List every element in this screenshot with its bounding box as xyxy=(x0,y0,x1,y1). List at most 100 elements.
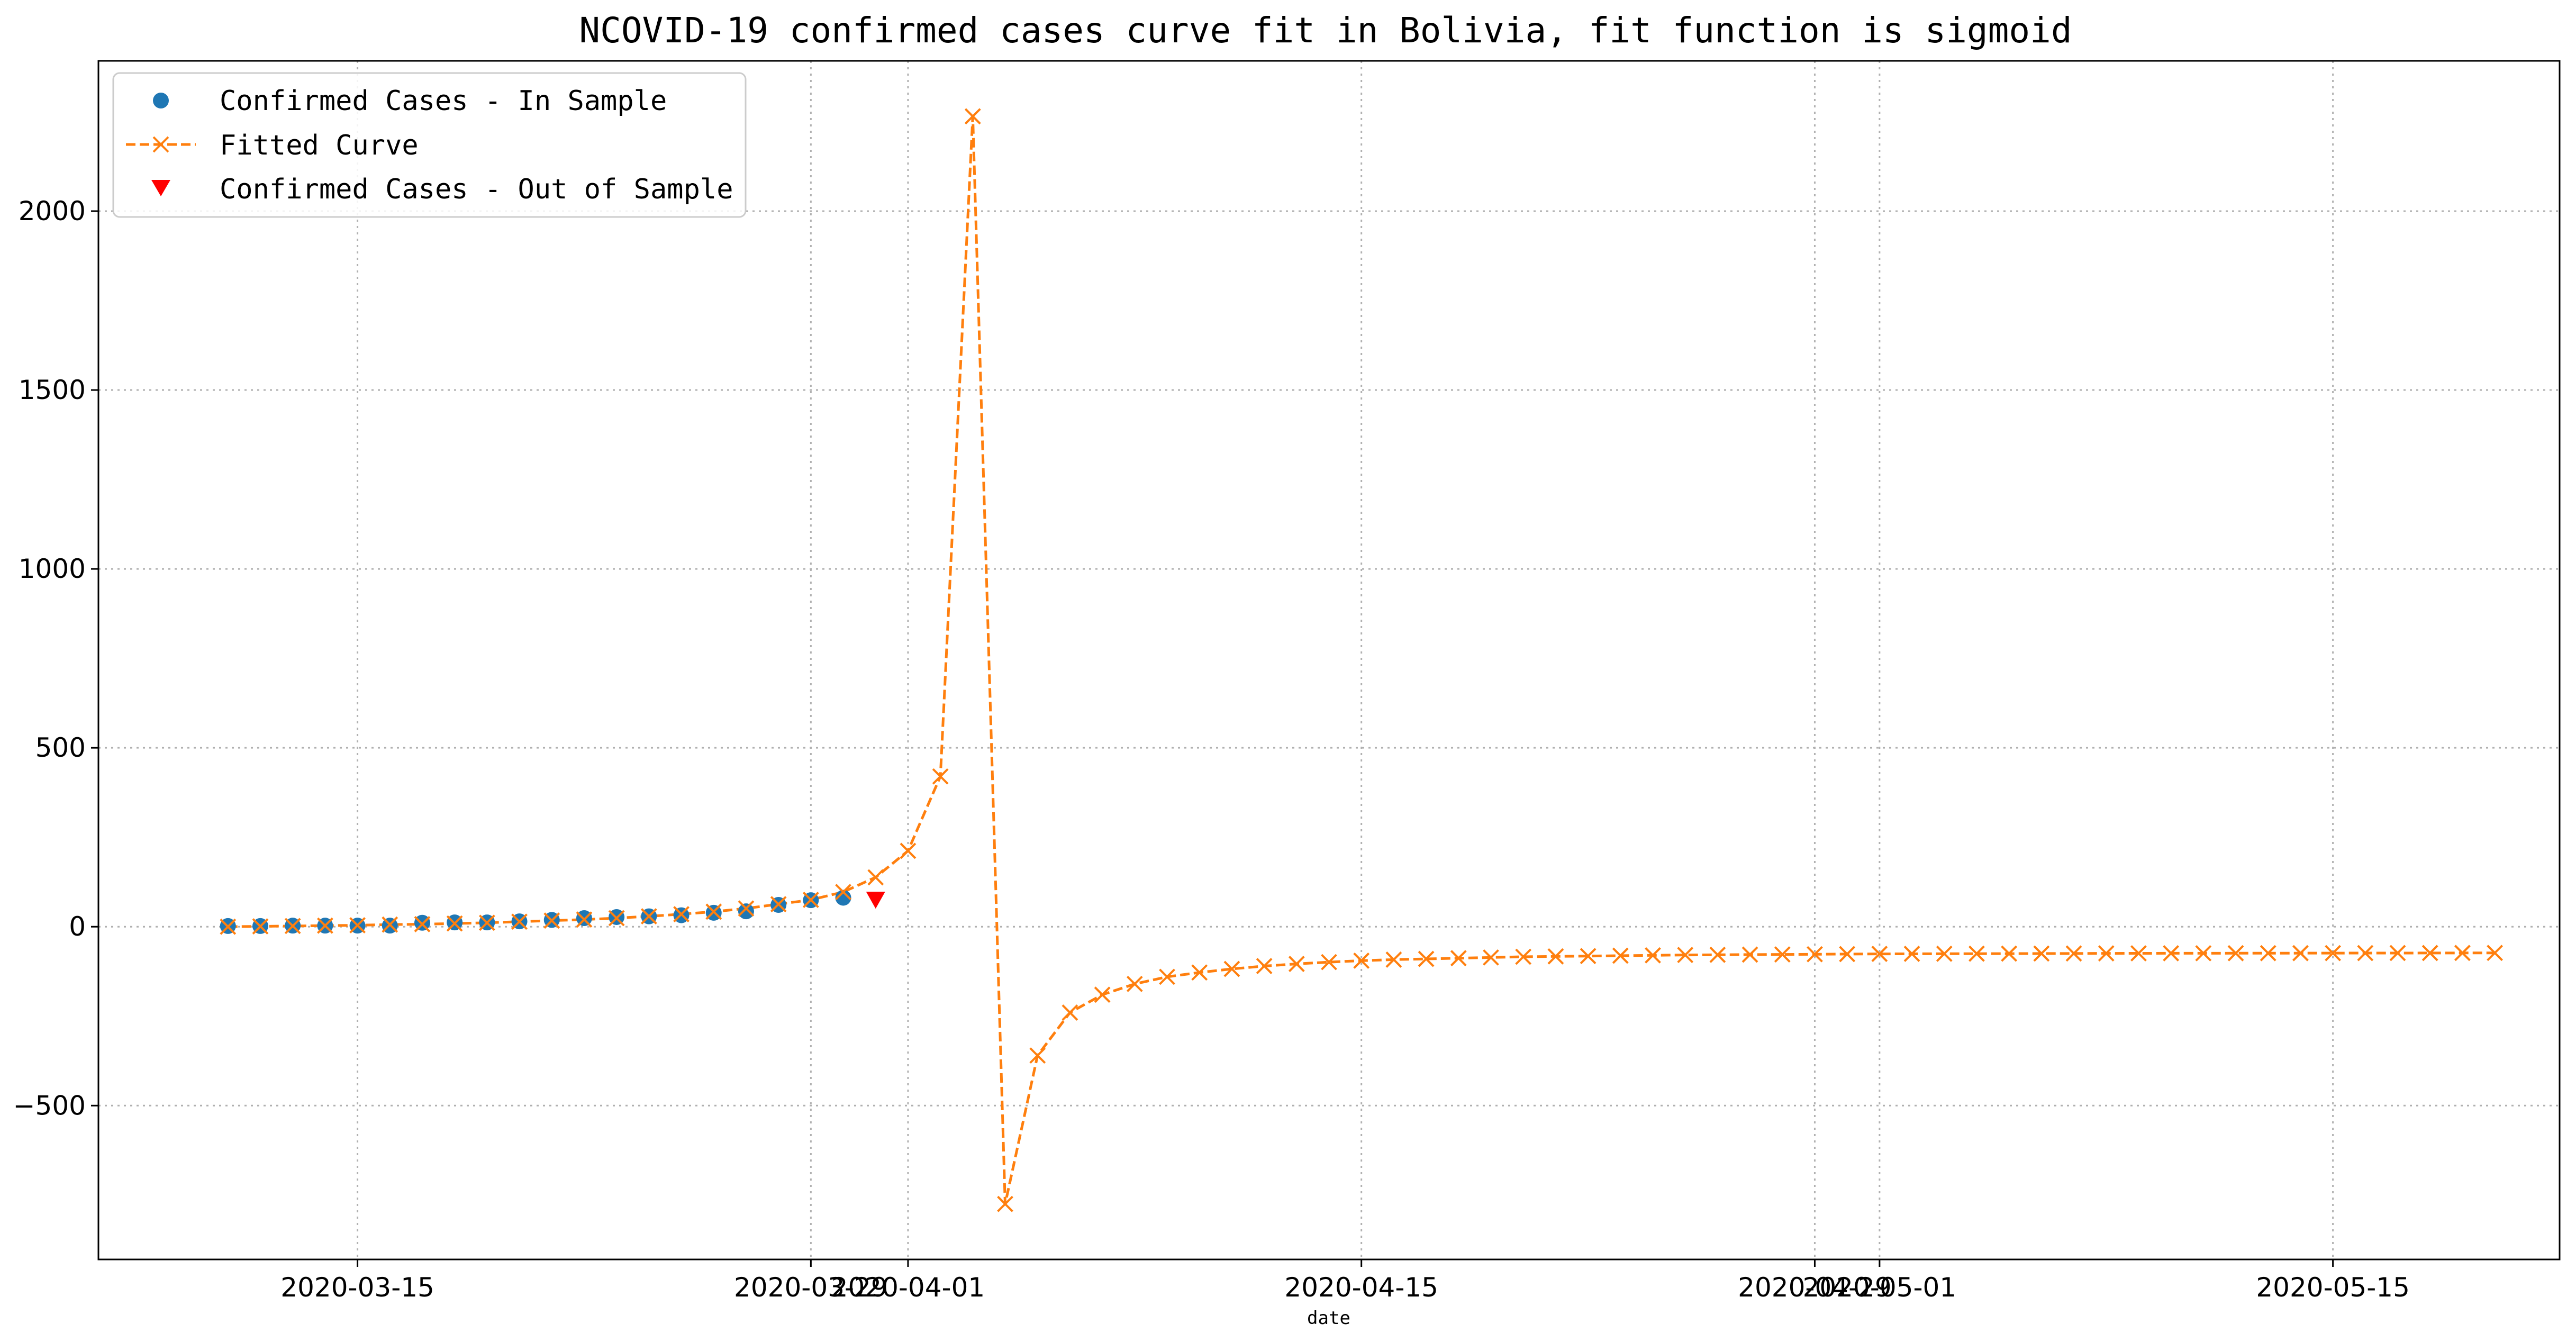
fitted-curve-marker xyxy=(1839,946,1856,963)
y-tick-label: 2000 xyxy=(19,196,86,226)
fitted-curve-marker xyxy=(1645,947,1661,964)
fitted-curve-marker xyxy=(2389,945,2406,962)
fitted-curve-marker xyxy=(2001,945,2018,962)
fitted-curve-marker xyxy=(2357,945,2374,962)
fitted-curve-marker xyxy=(1450,950,1467,967)
x-tick-label: 2020-05-15 xyxy=(2256,1272,2410,1303)
fitted-curve-marker xyxy=(382,916,398,933)
fitted-curve-marker xyxy=(738,900,755,917)
chart-title: NCOVID-19 confirmed cases curve fit in B… xyxy=(579,10,2072,51)
fitted-curve-marker xyxy=(414,916,431,932)
fitted-curve-marker xyxy=(1321,954,1337,971)
legend-label-fitted-curve: Fitted Curve xyxy=(220,130,419,161)
fitted-curve-marker xyxy=(1871,946,1888,963)
legend-entry-fitted-curve: Fitted Curve xyxy=(126,130,419,161)
fitted-curve-marker xyxy=(511,913,528,930)
legend: Confirmed Cases - In Sample Fitted Curve… xyxy=(112,72,747,218)
legend-label-out-of-sample: Confirmed Cases - Out of Sample xyxy=(220,174,733,205)
fitted-curve-marker xyxy=(2098,945,2115,962)
fitted-curve-marker xyxy=(1515,948,1532,965)
fitted-curve-marker xyxy=(1126,975,1143,992)
series-layer xyxy=(220,108,2504,1212)
legend-entry-out-of-sample: Confirmed Cases - Out of Sample xyxy=(151,174,733,205)
fitted-curve-marker xyxy=(900,842,917,859)
fitted-curve-marker xyxy=(608,910,625,927)
fitted-curve-marker xyxy=(284,918,301,935)
y-tick-label: 0 xyxy=(69,911,86,942)
fitted-curve-marker xyxy=(1288,956,1305,972)
fitted-curve-marker xyxy=(932,768,949,785)
fitted-curve-marker xyxy=(1483,949,1499,966)
y-tick-label: −500 xyxy=(13,1090,86,1121)
out-of-sample-point xyxy=(866,892,885,909)
x-tick-label: 2020-04-15 xyxy=(1284,1272,1438,1303)
fitted-curve-marker xyxy=(1969,945,1985,962)
fitted-curve-marker xyxy=(2163,945,2180,962)
fitted-curve-marker xyxy=(2454,945,2471,962)
fitted-curve-marker xyxy=(2325,945,2342,962)
fitted-curve-marker xyxy=(997,1195,1013,1212)
fitted-curve-marker xyxy=(2421,945,2438,962)
fitted-curve-marker xyxy=(543,912,560,929)
legend-marker-in-sample xyxy=(153,93,169,108)
x-axis-label: date xyxy=(1307,1308,1350,1329)
x-tick-label: 2020-04-01 xyxy=(831,1272,985,1303)
y-tick-label: 1500 xyxy=(19,375,86,405)
fitted-curve-marker xyxy=(1903,946,1920,962)
fitted-curve-marker xyxy=(835,884,851,901)
fitted-curve-marker xyxy=(1774,946,1791,963)
fitted-curve-marker xyxy=(2130,945,2147,962)
fitted-curve-marker xyxy=(673,906,690,922)
fitted-curve-marker xyxy=(1062,1004,1078,1021)
fitted-curve-marker xyxy=(2292,945,2309,962)
fitted-curve-marker xyxy=(770,896,787,913)
fitted-curve-marker xyxy=(2065,945,2082,962)
fitted-curve-marker xyxy=(1580,948,1597,965)
in-sample-point xyxy=(835,890,851,906)
fitted-curve-marker xyxy=(1612,947,1629,964)
legend-marker-fitted xyxy=(152,136,169,153)
fitted-curve-marker xyxy=(705,903,722,920)
fitted-curve-marker xyxy=(349,917,366,933)
fitted-curve-marker xyxy=(1547,948,1564,965)
fitted-curve-marker xyxy=(802,892,819,908)
fitted-curve-marker xyxy=(964,108,981,125)
fitted-curve-marker xyxy=(1256,958,1273,974)
fitted-curve-marker xyxy=(2195,945,2212,962)
plot-frame xyxy=(97,60,2561,1261)
grid-layer xyxy=(98,61,2560,1259)
fitted-curve-marker xyxy=(1741,946,1758,963)
fitted-curve-marker xyxy=(1385,951,1402,968)
y-tick-label: 1000 xyxy=(19,554,86,584)
x-tick-label: 2020-03-15 xyxy=(280,1272,434,1303)
fitted-curve-marker xyxy=(1223,960,1240,977)
fitted-curve-marker xyxy=(316,917,333,934)
fitted-curve-marker xyxy=(1807,946,1823,963)
fitted-curve-marker xyxy=(1353,953,1370,969)
fitted-curve-marker xyxy=(1159,968,1175,985)
fitted-curve-marker xyxy=(2033,945,2050,962)
fitted-curve-marker xyxy=(2260,945,2276,962)
legend-marker-out-of-sample xyxy=(151,180,170,196)
tick-layer: −500 0 500 1000 1500 2000 2020-03-15 2020-03-29… xyxy=(13,196,2410,1303)
fitted-curve-marker xyxy=(640,908,657,925)
fitted-curve-marker xyxy=(446,915,463,932)
fitted-curve-marker xyxy=(220,918,237,935)
fitted-curve-marker xyxy=(252,918,269,935)
fitted-curve-marker xyxy=(1936,945,1953,962)
x-tick-label: 2020-04-29 xyxy=(1738,1272,1892,1303)
legend-entry-in-sample: Confirmed Cases - In Sample xyxy=(153,85,667,117)
fitted-curve-marker xyxy=(1677,947,1694,964)
fitted-curve-marker xyxy=(1191,964,1208,981)
fitted-curve-marker xyxy=(2487,945,2504,962)
in-sample-point xyxy=(738,903,754,920)
fitted-curve-marker xyxy=(576,911,593,928)
fitted-curve-marker xyxy=(1094,986,1111,1003)
fitted-curve-marker xyxy=(1418,950,1435,967)
fitted-curve-marker xyxy=(1029,1047,1046,1064)
x-tick-label: 2020-03-29 xyxy=(734,1272,888,1303)
x-tick-label: 2020-05-01 xyxy=(1803,1272,1957,1303)
fitted-curve-marker xyxy=(867,869,884,886)
